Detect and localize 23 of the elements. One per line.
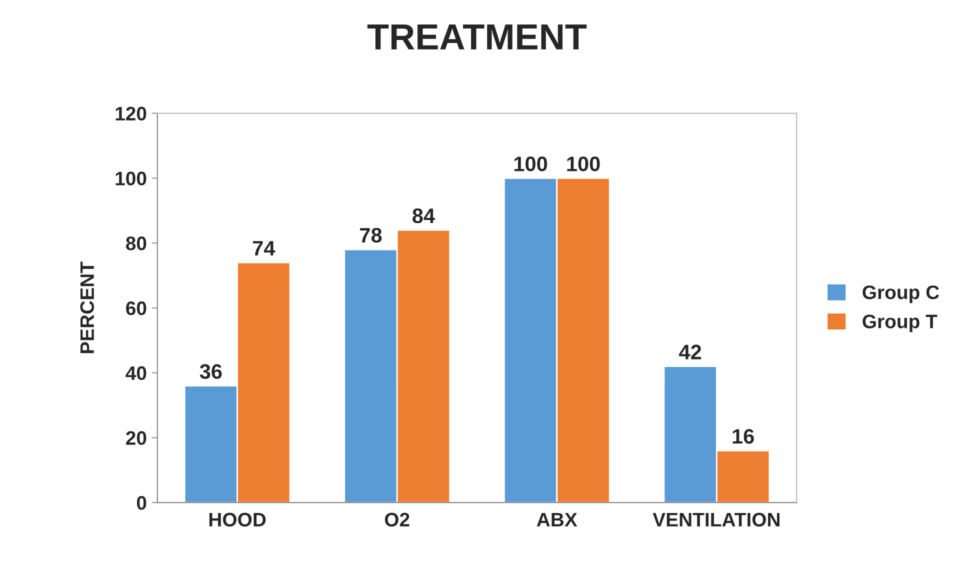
data-label: 36 [200,364,222,379]
data-label: 100 [567,156,600,172]
legend-label: Group C [862,285,940,304]
y-axis-title: PERCENT [80,262,94,354]
x-tick-label: ABX [536,513,578,526]
legend-label: Group T [862,314,938,332]
x-tick-label: HOOD [209,512,266,527]
y-tick-label: 20 [126,431,146,445]
y-tick-label: 40 [126,366,146,380]
data-label: 78 [360,228,382,243]
data-label: 16 [732,429,754,444]
x-tick-label: O2 [384,512,410,527]
data-label: 84 [412,208,435,224]
data-label: 100 [514,156,548,172]
y-tick-label: 60 [126,301,146,316]
data-label: 42 [679,344,702,360]
y-tick-label: 100 [116,172,146,186]
data-label: 74 [252,241,276,256]
y-tick-label: 120 [116,106,146,121]
x-tick-label: VENTILATION [652,512,780,527]
y-tick-label: 80 [126,236,146,250]
chart-title: TREATMENT [367,24,587,50]
y-tick-label: 0 [136,496,146,510]
